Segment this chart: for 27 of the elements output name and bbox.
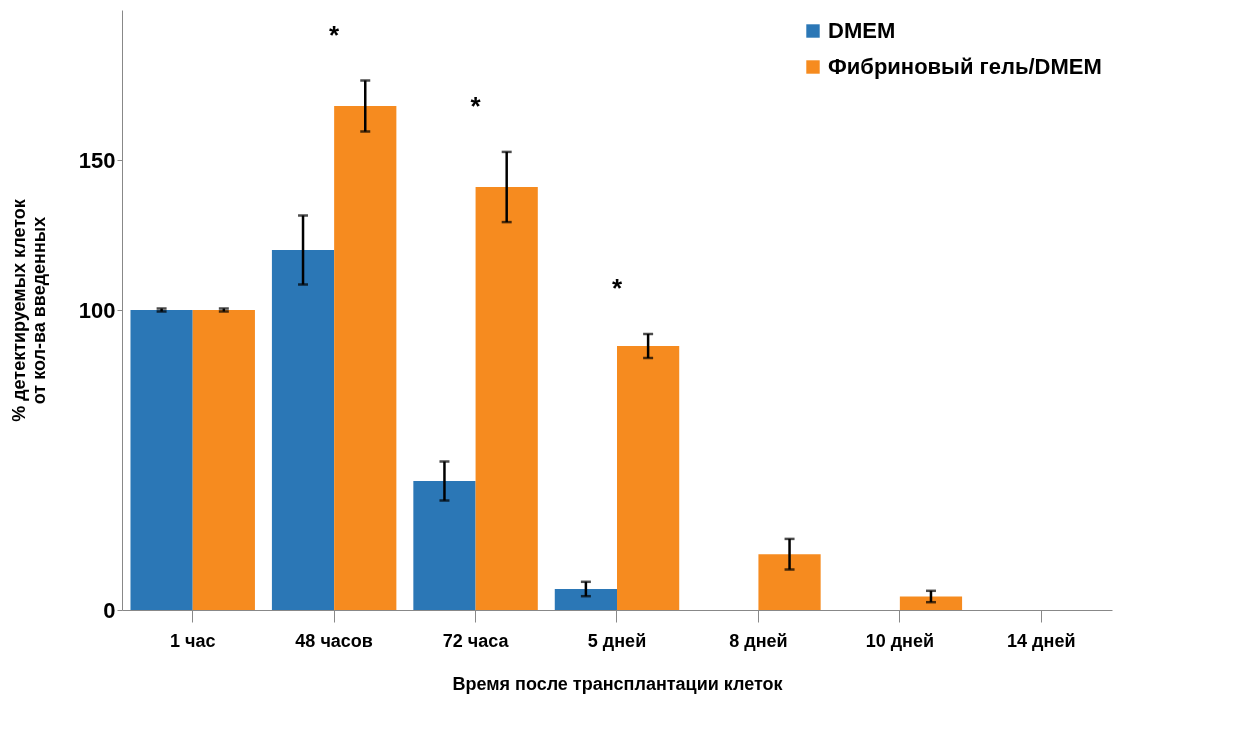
bar [192, 310, 255, 610]
x-axis-title: Время после трансплантации клеток [452, 673, 784, 694]
x-tick-label: 48 часов [295, 630, 373, 651]
bar [899, 596, 963, 610]
bar [413, 481, 476, 610]
x-tick-label: 8 дней [729, 630, 788, 651]
x-tick-label: 72 часа [442, 630, 510, 651]
y-axis-title: % детектируемых клеток от кол-ва введенных [8, 198, 49, 422]
x-tick-label: 10 дней [865, 630, 935, 651]
y-tick-label: 150 [78, 147, 116, 173]
bar [271, 250, 335, 610]
bar [554, 589, 617, 610]
x-tick-label: 5 дней [587, 630, 647, 651]
annotation: * [470, 90, 482, 121]
legend-label: DMEM [828, 18, 896, 43]
bar [758, 554, 821, 610]
bar [334, 106, 397, 610]
bar [130, 310, 193, 610]
bar [475, 187, 538, 610]
x-tick-label: 14 дней [1007, 630, 1076, 651]
annotation: * [611, 273, 623, 303]
y-tick-label: 0 [103, 597, 116, 623]
y-tick-label: 100 [78, 297, 116, 323]
annotation: * [329, 19, 341, 50]
bar [617, 346, 680, 610]
legend-label: Фибриновый гель/DMEM [828, 54, 1102, 79]
x-tick-label: 1 час [169, 630, 216, 651]
